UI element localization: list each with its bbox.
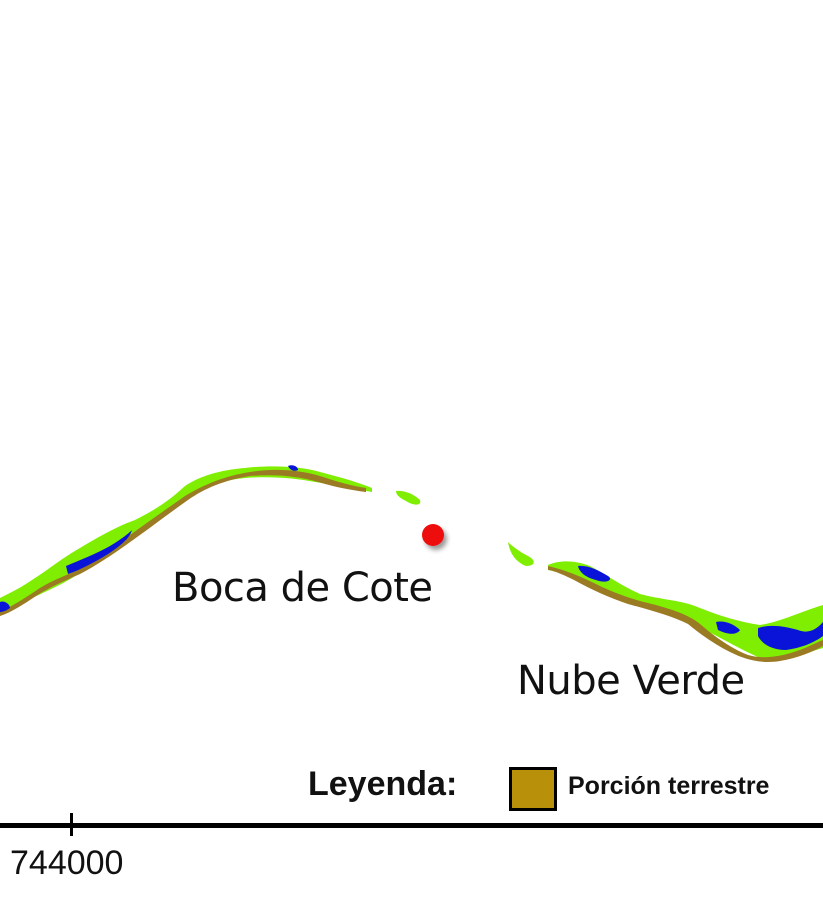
water-patch-5 <box>716 621 740 634</box>
land-strip-west <box>0 469 366 616</box>
water-patch-2 <box>66 530 132 574</box>
axis-line <box>0 823 823 828</box>
water-patch-4 <box>578 565 611 582</box>
place-label-nube-verde: Nube Verde <box>517 658 745 704</box>
water-patch-3 <box>288 465 298 471</box>
axis-tick-label: 744000 <box>10 844 124 882</box>
vegetation-islet-1 <box>396 490 421 505</box>
legend-swatch-land <box>509 767 557 811</box>
water-patch-1 <box>0 601 10 612</box>
legend-title: Leyenda: <box>308 765 458 803</box>
place-label-boca-de-cote: Boca de Cote <box>172 565 433 611</box>
water-patch-6 <box>758 622 823 650</box>
vegetation-strip-east <box>548 561 823 660</box>
legend-label-land: Porción terrestre <box>568 772 770 800</box>
vegetation-islet-2 <box>508 542 534 566</box>
land-strip-east <box>548 566 823 662</box>
axis-tick <box>70 813 73 836</box>
location-marker <box>422 524 444 546</box>
